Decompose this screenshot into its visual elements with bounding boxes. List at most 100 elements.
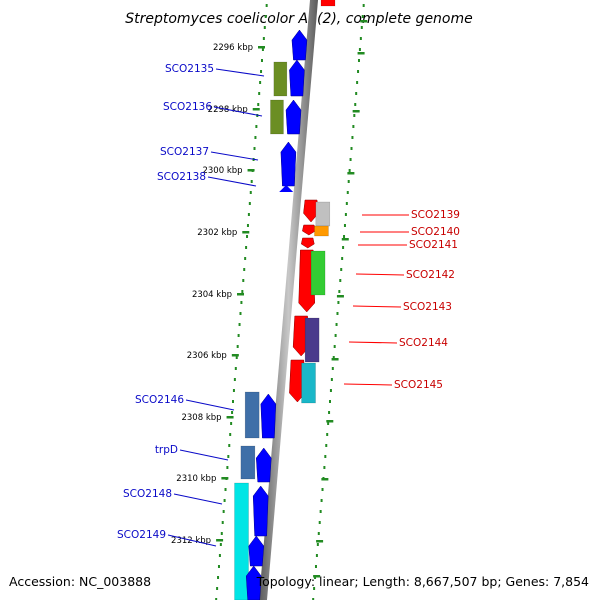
gene-label-sco2149[interactable]: SCO2149 [117,529,166,541]
guide-dot [340,268,343,271]
leader-line-sco2136 [213,106,263,117]
guide-dot [328,411,331,414]
gene-arrow-trpd[interactable] [255,447,272,483]
gene-arrow-sco2146[interactable] [260,393,277,439]
gene-box-sco2139[interactable] [315,201,331,227]
guide-dot [319,510,322,513]
minor-tick-mark [347,172,355,175]
guide-dot [313,587,316,590]
gene-label-sco2138[interactable]: SCO2138 [157,171,206,183]
guide-dot [353,114,356,117]
leader-line-sco2145 [343,383,393,386]
guide-dot [239,312,242,315]
kbp-tick-label: 2300 kbp [202,166,242,176]
gene-arrow-sco2141[interactable] [300,237,315,249]
gene-label-sco2144[interactable]: SCO2144 [399,337,448,349]
guide-dot [231,411,234,414]
guide-dot [330,378,333,381]
guide-dot [314,565,317,568]
minor-tick-mark [341,238,349,241]
gene-label-sco2140[interactable]: SCO2140 [411,226,460,238]
leader-line-sco2135 [215,68,265,77]
guide-dot [320,499,323,502]
gene-label-sco2148[interactable]: SCO2148 [123,488,172,500]
guide-dot [342,246,345,249]
leader-line-sco2144 [348,341,398,344]
kbp-tick-label: 2296 kbp [213,43,253,53]
gene-arrow-sco2136[interactable] [285,99,302,135]
gene-label-sco2139[interactable]: SCO2139 [411,209,460,221]
guide-dot [324,455,327,458]
gene-arrow-sco2148[interactable] [252,485,269,537]
guide-dot [232,389,235,392]
guide-dot [326,433,329,436]
guide-dot [329,389,332,392]
guide-dot [234,367,237,370]
guide-dot [238,323,241,326]
minor-tick-mark [321,478,329,481]
gene-feature-top[interactable] [320,0,336,7]
gene-box-sco2136[interactable] [270,99,284,135]
guide-dot [357,70,360,73]
guide-dot [360,26,363,29]
guide-dot [333,345,336,348]
guide-dot [354,103,357,106]
gene-box-sco2148[interactable] [234,482,249,600]
guide-dot [233,378,236,381]
guide-dot [358,48,361,51]
gene-box-sco2146[interactable] [244,391,260,439]
guide-dot [260,70,263,73]
gene-label-sco2142[interactable]: SCO2142 [406,269,455,281]
gene-box-sco2135[interactable] [273,61,288,97]
guide-dot [224,488,227,491]
gene-arrow-sco2137[interactable] [280,141,297,187]
guide-dot [215,598,218,600]
gene-box-sco2140[interactable] [314,225,329,237]
guide-dot [312,598,315,600]
gene-arrow-sco2138[interactable] [279,185,294,192]
guide-dot [316,543,319,546]
guide-dot [352,125,355,128]
kbp-tick-mark [252,108,260,111]
minor-tick-mark [313,575,321,578]
gene-arrow-sco2149[interactable] [248,535,265,567]
minor-tick-mark [336,295,344,298]
gene-arrow-sco2135[interactable] [289,59,305,97]
gene-label-sco2136[interactable]: SCO2136 [163,101,212,113]
guide-dot [218,554,221,557]
gene-label-sco2137[interactable]: SCO2137 [160,146,209,158]
guide-dot [253,147,256,150]
kbp-tick-mark [247,169,255,172]
gene-label-sco2143[interactable]: SCO2143 [403,301,452,313]
gene-arrow-sco2140[interactable] [302,224,316,236]
gene-box-trpd[interactable] [240,445,256,480]
gene-arrow-sco2134[interactable] [291,29,308,61]
gene-arrow-sco2139[interactable] [303,199,319,223]
gene-arrow-sco2145[interactable] [289,359,306,403]
gene-label-sco2135[interactable]: SCO2135 [165,63,214,75]
kbp-tick-mark [258,46,266,49]
guide-dot [331,367,334,370]
guide-dot [260,59,263,62]
leader-line-sco2149 [167,534,217,547]
gene-box-sco2142[interactable] [310,250,326,296]
gene-label-sco2145[interactable]: SCO2145 [394,379,443,391]
gene-label-sco2146[interactable]: SCO2146 [135,394,184,406]
gene-box-sco2145[interactable] [301,362,316,404]
gene-label-trpd[interactable]: trpD [155,444,178,456]
gene-label-sco2141[interactable]: SCO2141 [409,239,458,251]
guide-dot [237,334,240,337]
guide-dot [246,235,249,238]
guide-dot [247,213,250,216]
gene-arrow-sco2150[interactable] [245,565,262,600]
gene-box-sco2144[interactable] [304,317,320,363]
guide-dot [317,532,320,535]
gene-arrow-sco2142[interactable] [298,249,316,313]
guide-dot [217,576,220,579]
kbp-tick-label: 2302 kbp [197,228,237,238]
label-leader-lines [167,68,409,547]
guide-dot [264,15,267,18]
guide-dot [242,279,245,282]
